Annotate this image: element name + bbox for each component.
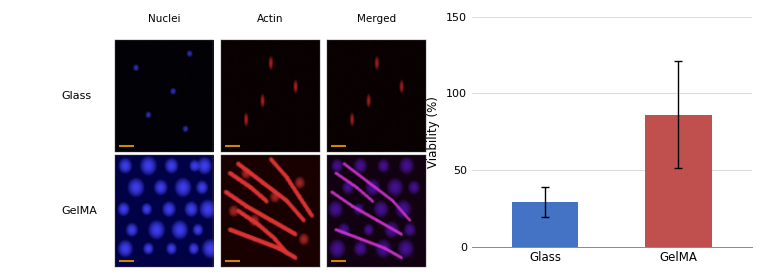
Text: Actin: Actin [257, 14, 284, 24]
Y-axis label: Viability (%): Viability (%) [427, 96, 440, 168]
Text: Glass: Glass [61, 91, 91, 101]
Text: Merged: Merged [357, 14, 396, 24]
Text: GelMA: GelMA [61, 206, 97, 216]
Bar [645, 115, 712, 247]
Text: Nuclei: Nuclei [148, 14, 180, 24]
Bar [512, 202, 578, 247]
